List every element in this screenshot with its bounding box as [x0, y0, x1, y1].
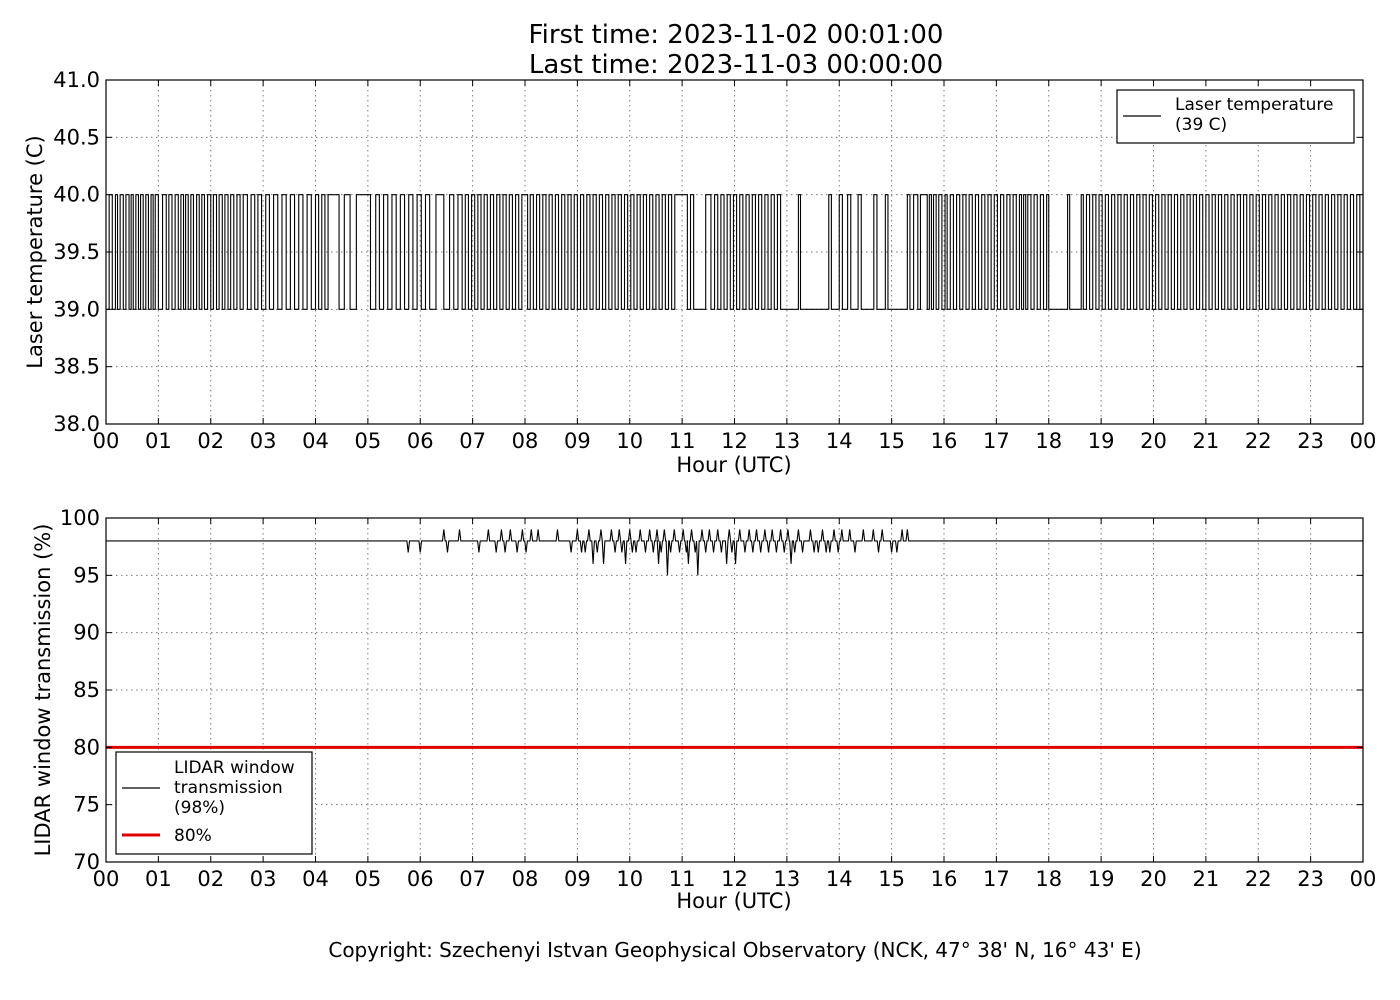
laser-temperature-x-tick-label: 09 — [564, 429, 591, 453]
threshold-legend-label: 80% — [174, 826, 212, 846]
lidar-transmission-x-tick-label: 04 — [302, 867, 329, 891]
laser-temperature-x-tick-label: 15 — [878, 429, 905, 453]
lidar-transmission-x-tick-label: 14 — [826, 867, 853, 891]
lidar-transmission-x-tick-label: 11 — [669, 867, 696, 891]
lidar-transmission-series — [106, 529, 1363, 749]
legend-label-line: (39 C) — [1175, 115, 1227, 135]
lidar-transmission-y-tick-label: 85 — [73, 678, 100, 702]
laser-temperature-x-tick-label: 07 — [459, 429, 486, 453]
lidar-transmission-x-tick-label: 15 — [878, 867, 905, 891]
lidar-transmission-x-tick-label: 00 — [1350, 867, 1377, 891]
lidar-transmission-x-tick-label: 03 — [250, 867, 277, 891]
laser-temperature-x-tick-label: 21 — [1193, 429, 1220, 453]
laser-temperature-x-tick-label: 00 — [93, 429, 120, 453]
laser-temperature-x-tick-label: 20 — [1140, 429, 1167, 453]
lidar-transmission-x-tick-label: 12 — [721, 867, 748, 891]
laser-temperature-y-tick-label: 39.5 — [53, 240, 100, 264]
lidar-transmission-panel: 00 01 02 03 04 05 06 07 08 09 10 11 12 13 14 15 16 17 18 19… — [31, 506, 1376, 913]
laser-temperature-x-tick-label: 16 — [931, 429, 958, 453]
laser-temperature-x-tick-label: 10 — [616, 429, 643, 453]
lidar-transmission-x-tick-label: 00 — [93, 867, 120, 891]
lidar-transmission-x-ticks: 00 01 02 03 04 05 06 07 08 09 10 11 12 13 14 15 16 17 18 19… — [93, 518, 1377, 891]
laser-temperature-y-tick-label: 40.5 — [53, 125, 100, 149]
laser-temperature-y-tick-label: 38.5 — [53, 355, 100, 379]
chart-title-line-2: Last time: 2023-11-03 00:00:00 — [529, 50, 943, 80]
legend-label-line: (98%) — [174, 798, 225, 818]
laser-temperature-y-tick-label: 38.0 — [53, 412, 100, 436]
laser-temperature-legend: Laser temperature (39 C) — [1116, 89, 1355, 144]
lidar-transmission-y-tick-label: 75 — [73, 793, 100, 817]
lidar-transmission-x-tick-label: 21 — [1193, 867, 1220, 891]
laser-temperature-x-tick-label: 22 — [1245, 429, 1272, 453]
laser-temperature-y-tick-label: 40.0 — [53, 183, 100, 207]
laser-temperature-x-tick-label: 17 — [983, 429, 1010, 453]
laser-temperature-x-tick-label: 23 — [1297, 429, 1324, 453]
lidar-transmission-x-tick-label: 08 — [512, 867, 539, 891]
laser-temperature-x-tick-label: 06 — [407, 429, 434, 453]
lidar-transmission-y-axis-label: LIDAR window transmission (%) — [31, 524, 55, 857]
laser-temperature-x-axis-label: Hour (UTC) — [676, 453, 791, 477]
lidar-transmission-x-tick-label: 02 — [197, 867, 224, 891]
laser-temperature-series — [106, 194, 1364, 310]
lidar-transmission-x-tick-label: 16 — [931, 867, 958, 891]
lidar-transmission-x-tick-label: 07 — [459, 867, 486, 891]
lidar-transmission-x-tick-label: 01 — [145, 867, 172, 891]
laser-temperature-x-ticks: 00 01 02 03 04 05 06 07 08 09 10 11 12 13 14 15 16 17 18 19… — [93, 80, 1377, 453]
lidar-transmission-y-tick-label: 95 — [73, 563, 100, 587]
laser-temperature-x-tick-label: 12 — [721, 429, 748, 453]
laser-temperature-y-ticks: 38.0 38.5 39.0 39.5 40.0 40.5 41.0 — [53, 68, 1363, 436]
laser-temperature-x-tick-label: 01 — [145, 429, 172, 453]
laser-temperature-x-tick-label: 03 — [250, 429, 277, 453]
laser-temperature-x-tick-label: 13 — [774, 429, 801, 453]
lidar-transmission-x-axis-label: Hour (UTC) — [676, 889, 791, 913]
lidar-transmission-x-tick-label: 18 — [1035, 867, 1062, 891]
lidar-transmission-y-tick-label: 100 — [60, 506, 100, 530]
chart-title-line-1: First time: 2023-11-02 00:01:00 — [529, 20, 944, 50]
legend-label-line: Laser temperature — [1175, 95, 1333, 115]
lidar-transmission-legend-label: LIDAR window transmission (98%) — [174, 758, 295, 818]
lidar-transmission-y-tick-label: 70 — [73, 850, 100, 874]
laser-temperature-y-tick-label: 41.0 — [53, 68, 100, 92]
lidar-transmission-legend-box — [115, 751, 313, 855]
laser-temperature-x-tick-label: 05 — [355, 429, 382, 453]
lidar-transmission-x-tick-label: 22 — [1245, 867, 1272, 891]
lidar-transmission-x-tick-label: 20 — [1140, 867, 1167, 891]
laser-temperature-x-tick-label: 02 — [197, 429, 224, 453]
laser-temperature-x-tick-label: 08 — [512, 429, 539, 453]
lidar-transmission-legend: LIDAR window transmission (98%) 80% — [115, 751, 313, 855]
lidar-transmission-y-tick-label: 90 — [73, 621, 100, 645]
laser-temperature-x-tick-label: 19 — [1088, 429, 1115, 453]
lidar-transmission-x-tick-label: 09 — [564, 867, 591, 891]
laser-temperature-series-line — [106, 194, 1364, 310]
lidar-transmission-x-tick-label: 17 — [983, 867, 1010, 891]
legend-label-line: LIDAR window — [174, 758, 295, 778]
lidar-transmission-x-tick-label: 19 — [1088, 867, 1115, 891]
copyright-notice: Copyright: Szechenyi Istvan Geophysical … — [328, 938, 1141, 962]
laser-temperature-panel: 00 01 02 03 04 05 06 07 08 09 10 11 12 13 14 15 16 17 18 19… — [23, 68, 1376, 477]
lidar-transmission-series-line — [106, 529, 1363, 576]
laser-temperature-x-tick-label: 14 — [826, 429, 853, 453]
laser-temperature-x-tick-label: 18 — [1035, 429, 1062, 453]
laser-temperature-x-tick-label: 00 — [1350, 429, 1377, 453]
laser-temperature-x-tick-label: 11 — [669, 429, 696, 453]
lidar-transmission-x-tick-label: 06 — [407, 867, 434, 891]
laser-temperature-y-tick-label: 39.0 — [53, 297, 100, 321]
laser-temperature-legend-label: Laser temperature (39 C) — [1175, 95, 1333, 135]
laser-temperature-x-tick-label: 04 — [302, 429, 329, 453]
legend-label-line: 80% — [174, 826, 212, 846]
lidar-transmission-x-tick-label: 13 — [774, 867, 801, 891]
lidar-transmission-x-tick-label: 05 — [355, 867, 382, 891]
lidar-transmission-y-tick-label: 80 — [73, 735, 100, 759]
lidar-transmission-x-tick-label: 10 — [616, 867, 643, 891]
lidar-transmission-x-tick-label: 23 — [1297, 867, 1324, 891]
lidar-transmission-y-ticks: 70 75 80 85 90 95 100 — [60, 506, 1363, 874]
legend-label-line: transmission — [174, 778, 283, 798]
laser-temperature-y-axis-label: Laser temperature (C) — [23, 135, 47, 368]
